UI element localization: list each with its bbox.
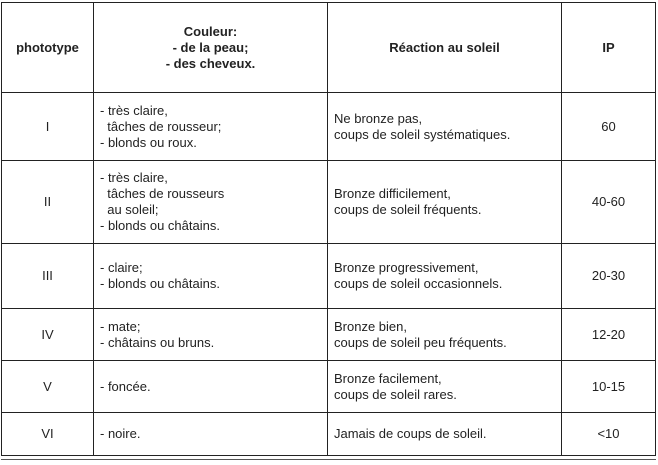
cell-couleur: - mate; - châtains ou bruns. xyxy=(93,308,328,361)
cell-ip: 20-30 xyxy=(561,243,656,309)
cell-reaction: Bronze difficilement, coups de soleil fr… xyxy=(327,160,562,244)
cell-phototype: II xyxy=(1,160,94,244)
header-row: phototype Couleur: - de la peau; - des c… xyxy=(1,2,656,93)
cell-phototype: III xyxy=(1,243,94,309)
cell-phototype: I xyxy=(1,92,94,161)
cell-reaction: Bronze bien, coups de soleil peu fréquen… xyxy=(327,308,562,361)
bottom-rule xyxy=(1,459,656,460)
cell-reaction: Jamais de coups de soleil. xyxy=(327,412,562,456)
cell-couleur: - très claire, tâches de rousseurs au so… xyxy=(93,160,328,244)
table-row: I- très claire, tâches de rousseur; - bl… xyxy=(1,92,656,161)
table-row: V- foncée. Bronze facilement, coups de so… xyxy=(1,360,656,413)
phototype-table: phototype Couleur: - de la peau; - des c… xyxy=(1,2,656,456)
table-row: III - claire; - blonds ou châtains. Bronze… xyxy=(1,243,656,309)
cell-ip: 10-15 xyxy=(561,360,656,413)
header-phototype: phototype xyxy=(1,2,94,93)
cell-phototype: IV xyxy=(1,308,94,361)
cell-ip: 40-60 xyxy=(561,160,656,244)
cell-phototype: V xyxy=(1,360,94,413)
cell-couleur: - foncée. xyxy=(93,360,328,413)
cell-ip: <10 xyxy=(561,412,656,456)
cell-ip: 60 xyxy=(561,92,656,161)
cell-ip: 12-20 xyxy=(561,308,656,361)
cell-couleur: - claire; - blonds ou châtains. xyxy=(93,243,328,309)
header-reaction: Réaction au soleil xyxy=(327,2,562,93)
table-row: IV - mate; - châtains ou bruns. Bronze bie… xyxy=(1,308,656,361)
cell-phototype: VI xyxy=(1,412,94,456)
table-row: II - très claire, tâches de rousseurs au … xyxy=(1,160,656,244)
cell-couleur: - noire. xyxy=(93,412,328,456)
cell-reaction: Bronze facilement, coups de soleil rares… xyxy=(327,360,562,413)
cell-reaction: Bronze progressivement, coups de soleil … xyxy=(327,243,562,309)
header-ip: IP xyxy=(561,2,656,93)
table-row: VI - noire. Jamais de coups de soleil. <10 xyxy=(1,412,656,456)
cell-couleur: - très claire, tâches de rousseur; - blo… xyxy=(93,92,328,161)
header-couleur: Couleur: - de la peau; - des cheveux. xyxy=(93,2,328,93)
cell-reaction: Ne bronze pas, coups de soleil systémati… xyxy=(327,92,562,161)
